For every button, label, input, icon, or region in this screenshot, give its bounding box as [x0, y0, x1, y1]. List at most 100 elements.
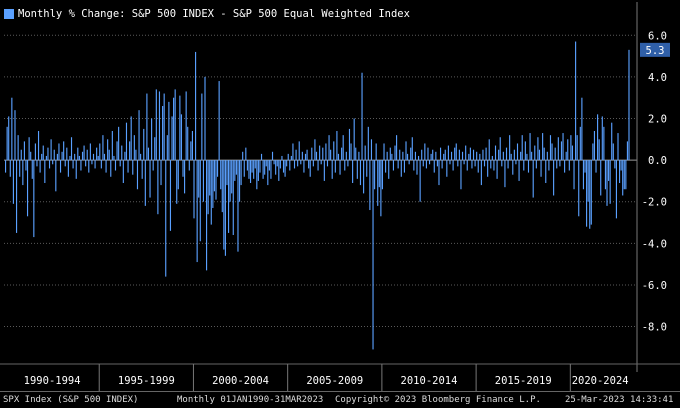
bar — [22, 160, 24, 186]
bar — [96, 147, 98, 161]
bar — [611, 122, 613, 161]
bar — [457, 160, 459, 167]
bar — [107, 139, 109, 161]
bar — [158, 91, 161, 161]
bar — [378, 160, 380, 188]
bar — [144, 160, 146, 206]
bar — [479, 153, 481, 161]
bar — [543, 147, 545, 161]
bar — [600, 160, 602, 196]
x-tick-label: 2005-2009 — [306, 375, 363, 387]
bar — [254, 160, 256, 169]
bar — [103, 153, 106, 161]
bar — [15, 160, 18, 233]
bar — [281, 155, 283, 161]
bar — [416, 160, 418, 175]
bar — [124, 151, 126, 161]
bar — [411, 137, 413, 161]
bar — [367, 126, 369, 161]
bar — [262, 160, 264, 179]
bar — [339, 160, 341, 175]
y-tick-label: -8.0 — [642, 322, 667, 334]
bar — [454, 147, 456, 161]
bar — [9, 160, 11, 177]
bar — [584, 160, 586, 173]
y-tick-label: -6.0 — [642, 280, 667, 292]
bar — [81, 151, 84, 161]
bar — [23, 141, 25, 161]
bar — [216, 160, 219, 177]
bar — [352, 160, 354, 183]
bar — [33, 160, 35, 238]
bar — [260, 153, 263, 161]
bar — [573, 160, 575, 190]
bar — [240, 160, 242, 186]
bar — [385, 160, 387, 173]
bar — [56, 153, 58, 161]
bar — [413, 160, 415, 171]
bar — [88, 160, 90, 173]
bar — [397, 160, 399, 169]
bar — [348, 128, 351, 161]
bar — [287, 153, 289, 161]
bar — [612, 143, 614, 161]
bar — [267, 160, 269, 186]
bar — [108, 149, 110, 161]
bar — [212, 160, 214, 208]
bar — [220, 160, 222, 190]
bar — [298, 141, 300, 161]
bar — [542, 133, 544, 161]
bar — [554, 147, 556, 161]
bar — [26, 160, 29, 217]
bar — [191, 130, 194, 161]
bar — [146, 93, 148, 161]
bar — [482, 149, 484, 161]
bar — [78, 155, 80, 161]
bar — [513, 149, 515, 161]
bar — [418, 155, 420, 161]
bar — [304, 153, 307, 161]
bar — [515, 160, 517, 165]
bar — [234, 160, 236, 181]
bar — [275, 160, 277, 175]
bar — [524, 141, 526, 161]
bar — [83, 145, 85, 161]
bar — [315, 151, 318, 161]
bar — [74, 153, 76, 161]
bar — [358, 151, 360, 161]
bar — [45, 155, 47, 161]
x-tick-label: 1995-1999 — [118, 375, 175, 387]
bar — [70, 137, 73, 161]
bar — [102, 135, 104, 161]
bar — [319, 145, 321, 161]
bar — [193, 160, 195, 219]
bar — [187, 126, 189, 161]
bar — [180, 114, 183, 161]
bar — [477, 160, 479, 173]
bar — [603, 126, 605, 161]
bar — [540, 160, 542, 177]
bar — [301, 151, 303, 161]
bar — [92, 153, 95, 161]
bar — [317, 160, 319, 171]
y-tick-label: 2.0 — [648, 114, 667, 126]
bar — [143, 128, 145, 161]
bar — [461, 151, 464, 161]
bar — [370, 139, 373, 161]
bar — [179, 95, 181, 161]
bar — [48, 160, 51, 169]
bar — [311, 147, 313, 161]
bar — [534, 145, 536, 161]
bar — [414, 151, 416, 161]
bar — [320, 160, 322, 165]
bar — [450, 151, 453, 161]
x-tick-label: 2000-2004 — [212, 375, 269, 387]
bar — [356, 160, 358, 179]
bar — [20, 149, 22, 161]
bar — [30, 151, 32, 161]
bar — [265, 160, 267, 167]
bar — [458, 149, 460, 161]
bar — [507, 160, 509, 169]
bar — [306, 149, 308, 161]
bar — [99, 143, 101, 161]
